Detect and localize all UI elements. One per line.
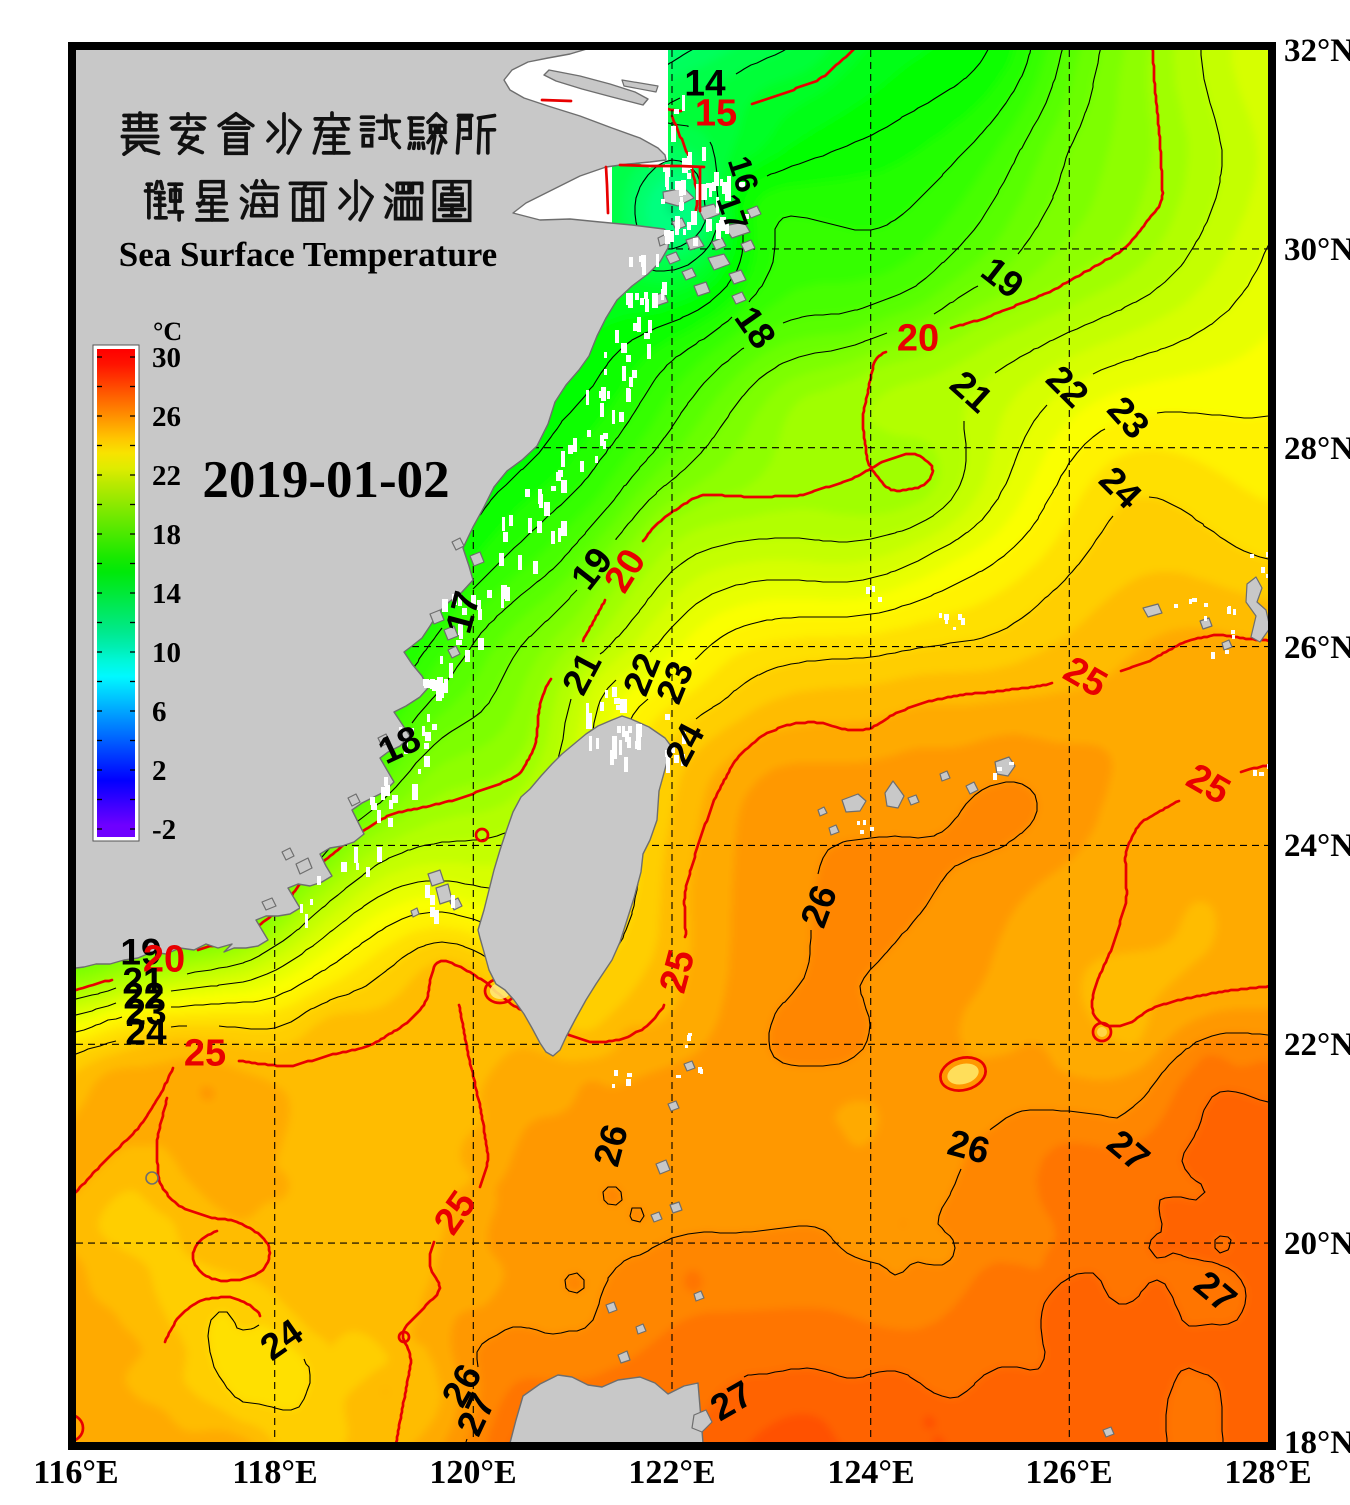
svg-text:14: 14 bbox=[684, 62, 726, 103]
svg-text:-2: -2 bbox=[152, 814, 176, 846]
svg-text:19: 19 bbox=[120, 931, 161, 972]
svg-text:118°E: 118°E bbox=[232, 1454, 317, 1491]
svg-text:30°N: 30°N bbox=[1284, 232, 1350, 268]
svg-text:24: 24 bbox=[125, 1011, 167, 1052]
svg-text:20°N: 20°N bbox=[1284, 1226, 1350, 1262]
svg-text:124°E: 124°E bbox=[827, 1454, 914, 1491]
svg-text:15: 15 bbox=[695, 93, 737, 135]
svg-text:32°N: 32°N bbox=[1284, 33, 1350, 69]
svg-text:18: 18 bbox=[152, 519, 181, 551]
svg-text:21: 21 bbox=[122, 960, 163, 1001]
svg-text:18°N: 18°N bbox=[1284, 1425, 1350, 1461]
svg-text:22: 22 bbox=[123, 975, 164, 1016]
svg-text:26°N: 26°N bbox=[1284, 630, 1350, 666]
svg-text:122°E: 122°E bbox=[628, 1454, 715, 1491]
svg-text:2019-01-02: 2019-01-02 bbox=[202, 451, 449, 509]
svg-text:23: 23 bbox=[125, 991, 166, 1032]
svg-text:126°E: 126°E bbox=[1025, 1454, 1112, 1491]
svg-text:14: 14 bbox=[152, 578, 181, 610]
svg-text:120°E: 120°E bbox=[429, 1454, 516, 1491]
svg-text:30: 30 bbox=[152, 342, 181, 374]
svg-text:22°N: 22°N bbox=[1284, 1027, 1350, 1063]
svg-text:26: 26 bbox=[152, 401, 181, 433]
svg-text:Sea Surface Temperature: Sea Surface Temperature bbox=[119, 235, 497, 274]
svg-text:22: 22 bbox=[152, 460, 181, 492]
svg-text:10: 10 bbox=[152, 637, 181, 669]
svg-text:20: 20 bbox=[143, 939, 185, 981]
svg-text:20: 20 bbox=[897, 318, 939, 360]
svg-text:128°E: 128°E bbox=[1224, 1454, 1311, 1491]
svg-text:116°E: 116°E bbox=[33, 1454, 118, 1491]
svg-text:°C: °C bbox=[153, 317, 182, 346]
svg-text:25: 25 bbox=[184, 1033, 226, 1075]
svg-text:28°N: 28°N bbox=[1284, 431, 1350, 467]
svg-text:6: 6 bbox=[152, 696, 167, 728]
svg-text:2: 2 bbox=[152, 755, 167, 787]
svg-text:24°N: 24°N bbox=[1284, 828, 1350, 864]
